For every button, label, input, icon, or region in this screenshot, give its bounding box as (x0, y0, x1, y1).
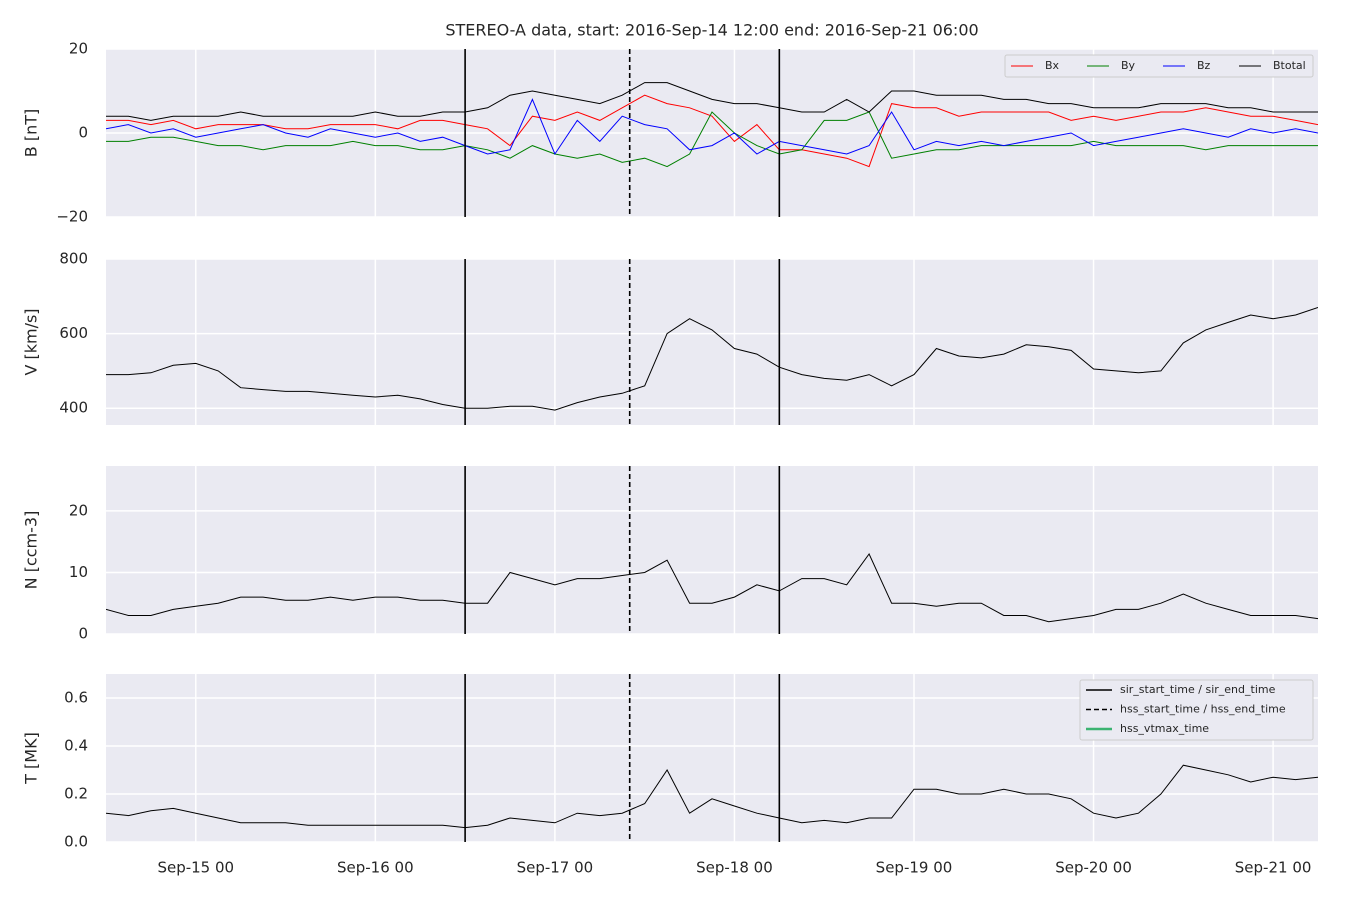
legend-label: By (1121, 59, 1136, 72)
y-tick-label: 800 (59, 250, 88, 268)
plot-background (106, 259, 1318, 425)
chart-title: STEREO-A data, start: 2016-Sep-14 12:00 … (445, 21, 978, 40)
y-axis-label: N [ccm-3] (22, 511, 41, 590)
plot-background (106, 466, 1318, 634)
data-line (106, 82, 1318, 121)
legend-label: Bx (1045, 59, 1060, 72)
panel: T [MK] 0.0 0.2 0.4 0.6 Sep-15 00 Sep-16 00 Sep-… (22, 674, 1318, 877)
y-tick-label: 0.2 (64, 785, 88, 803)
y-tick-label: 20 (69, 40, 88, 58)
y-axis-label: V [km/s] (22, 308, 41, 375)
data-line (106, 94, 1318, 168)
x-tick-label: Sep-18 00 (696, 859, 773, 877)
y-axis-label: T [MK] (22, 732, 41, 785)
legend-label: sir_start_time / sir_end_time (1120, 683, 1276, 696)
data-line (106, 111, 1318, 168)
legend-box (1004, 54, 1314, 78)
data-line (106, 764, 1318, 829)
panel: N [ccm-3] 0 10 20 (22, 466, 1318, 643)
legend-label: Bz (1197, 59, 1211, 72)
panel: V [km/s] 400 600 800 (22, 250, 1318, 425)
y-tick-label: 400 (59, 399, 88, 417)
y-tick-label: 0.4 (64, 737, 88, 755)
x-tick-label: Sep-15 00 (157, 859, 234, 877)
y-tick-label: 0.0 (64, 833, 88, 851)
legend-box (1079, 679, 1314, 741)
legend-label: hss_start_time / hss_end_time (1120, 703, 1286, 716)
legend-label: Btotal (1273, 59, 1306, 72)
x-tick-label: Sep-17 00 (517, 859, 594, 877)
y-tick-label: 600 (59, 324, 88, 342)
x-tick-label: Sep-19 00 (876, 859, 953, 877)
y-tick-label: 20 (69, 501, 88, 519)
y-tick-label: 0 (78, 124, 88, 142)
data-line (106, 98, 1318, 156)
legend-label: hss_vtmax_time (1120, 722, 1209, 735)
x-tick-label: Sep-16 00 (337, 859, 414, 877)
y-tick-label: 10 (69, 563, 88, 581)
y-tick-label: −20 (56, 208, 88, 226)
y-tick-label: 0 (78, 625, 88, 643)
x-tick-label: Sep-21 00 (1235, 859, 1312, 877)
x-tick-label: Sep-20 00 (1055, 859, 1132, 877)
data-line (106, 307, 1318, 411)
y-tick-label: 0.6 (64, 689, 88, 707)
y-axis-label: B [nT] (22, 109, 41, 157)
panel: B [nT] −20 0 20 Bx By Bz Btotal (22, 40, 1318, 226)
data-line (106, 553, 1318, 623)
